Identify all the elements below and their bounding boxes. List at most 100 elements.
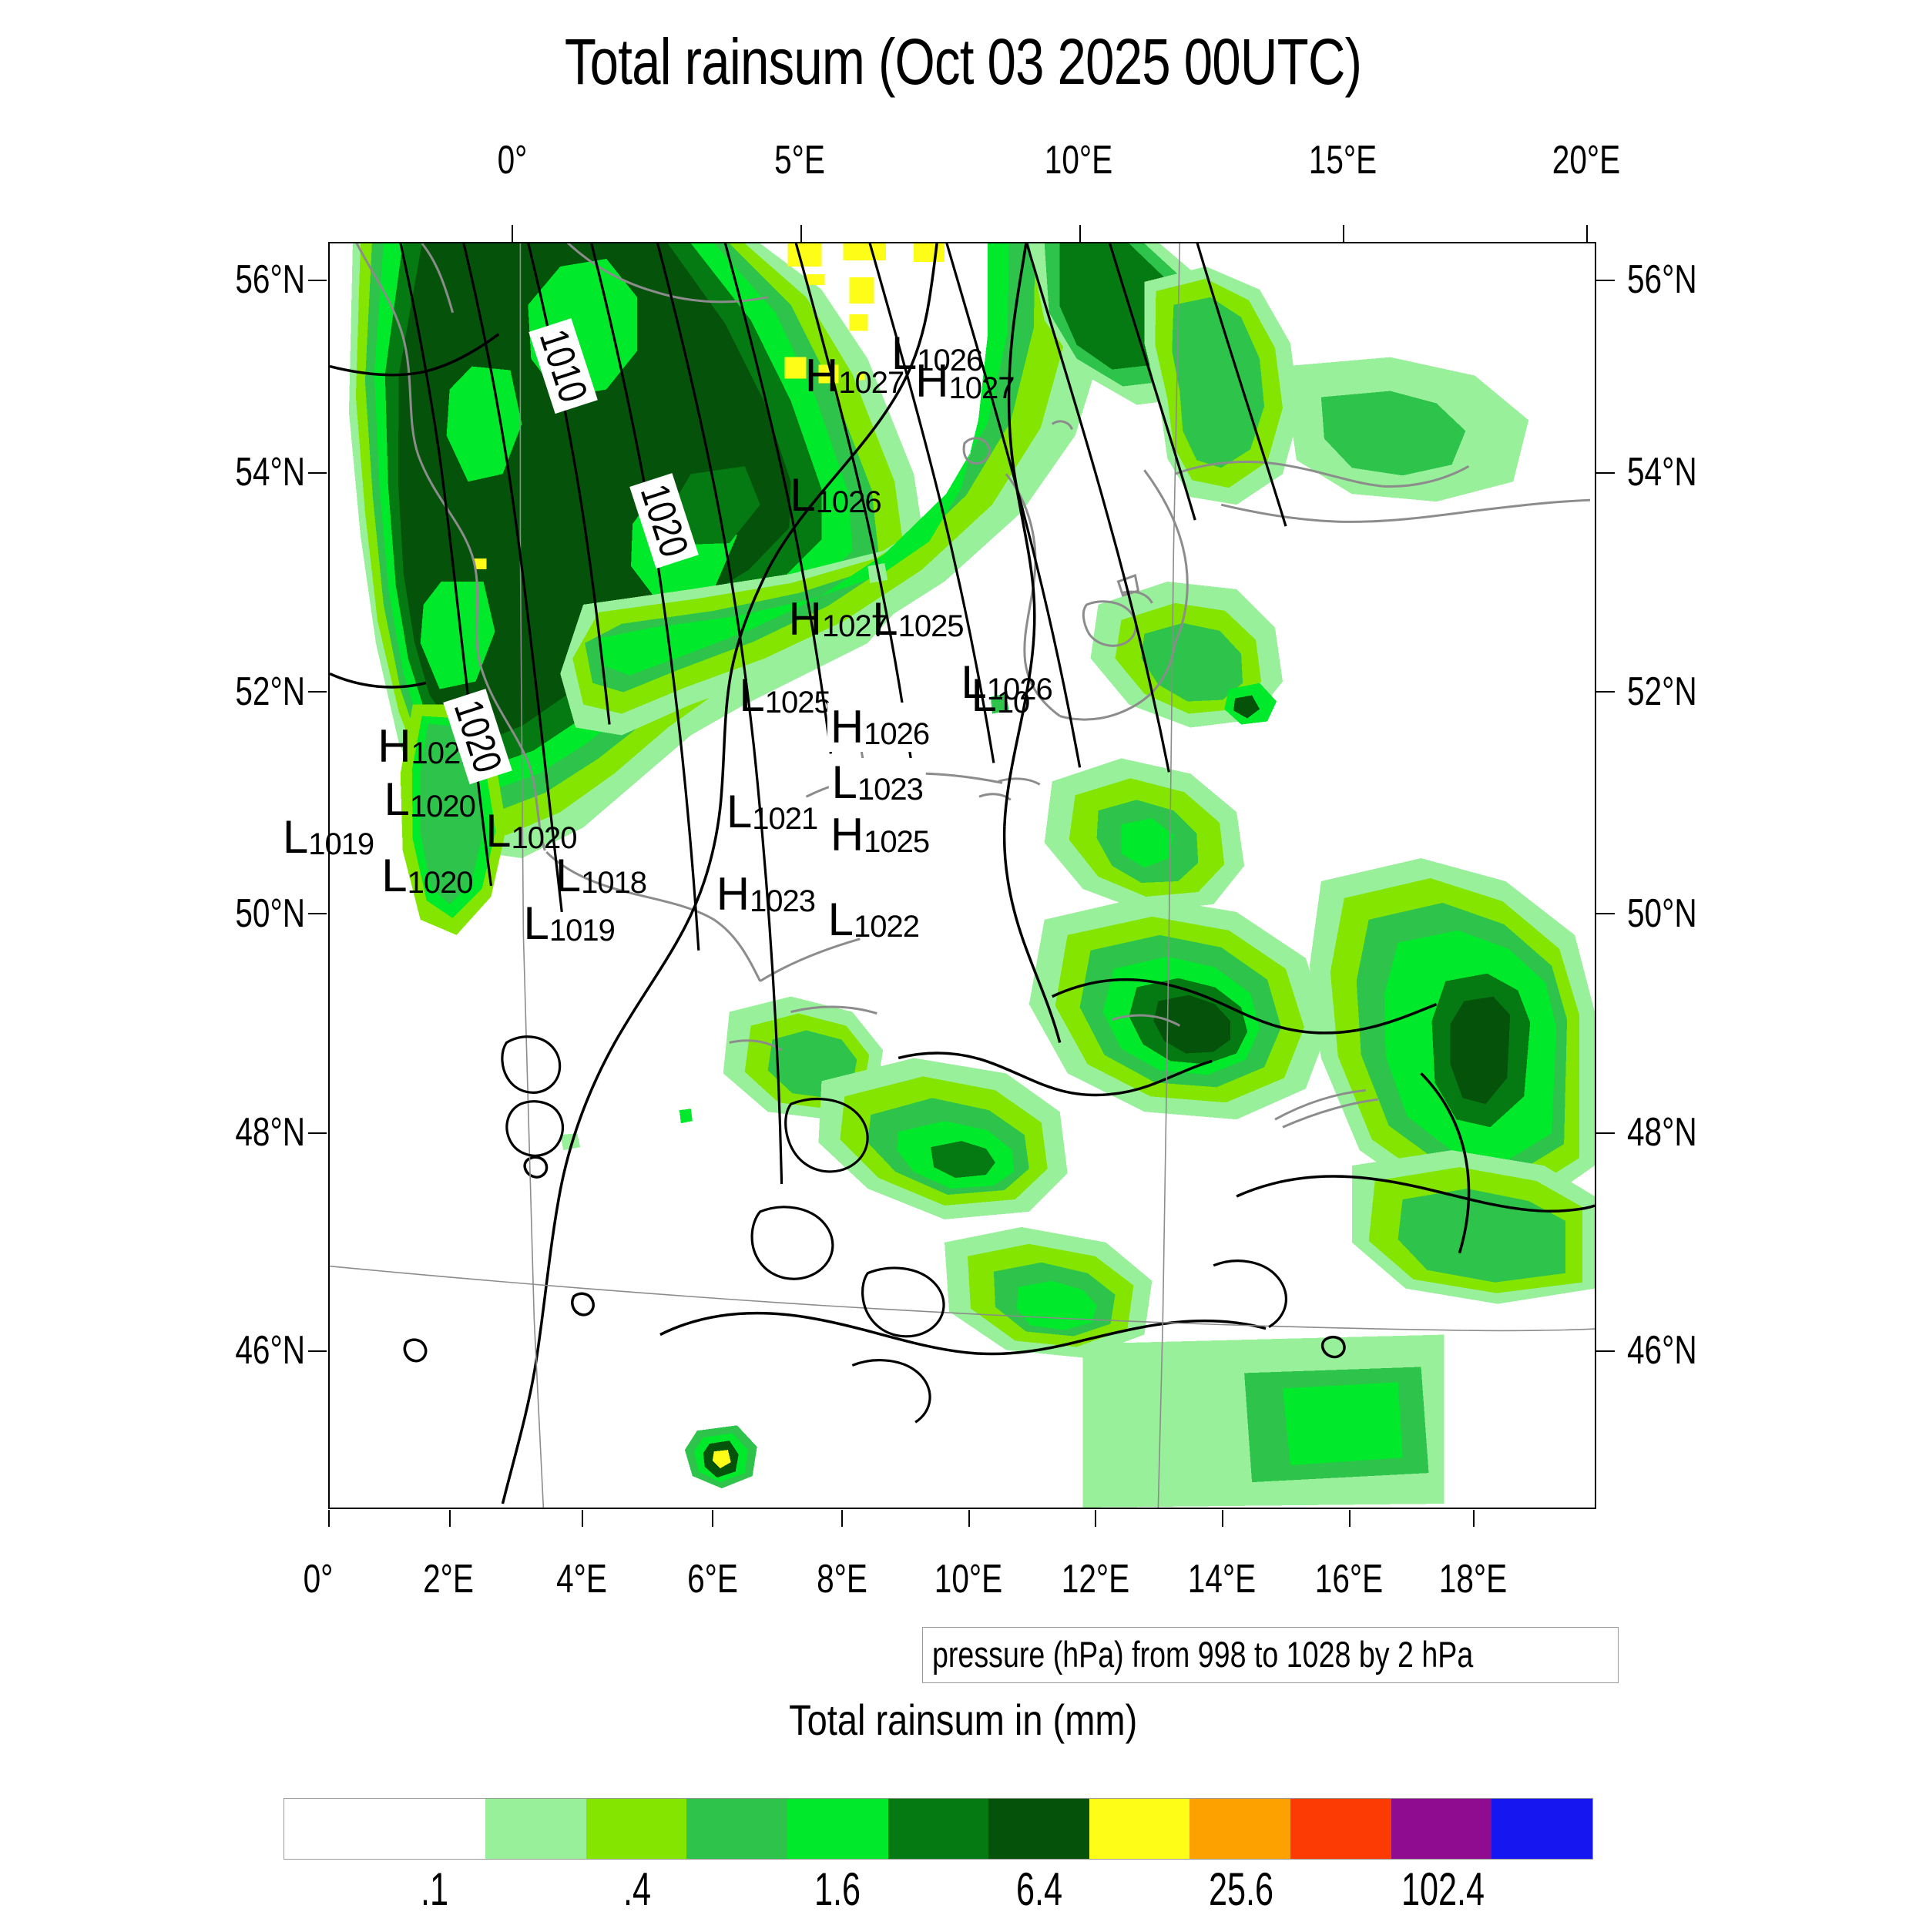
pressure-marker-type: L	[790, 469, 816, 521]
colorbar-label-3: 6.4	[1015, 1863, 1062, 1915]
pressure-marker-value: 1023	[750, 884, 816, 919]
colorbar-segment-1	[384, 1799, 486, 1859]
pressure-marker-value: 1022	[853, 910, 920, 944]
pressure-marker-l: L1026	[790, 472, 881, 518]
pressure-marker-l: L1018	[555, 849, 647, 901]
country-borders	[330, 243, 1595, 1504]
pressure-marker-l: L1026	[891, 327, 983, 379]
axis-tick-label: 20°E	[1552, 138, 1621, 183]
colorbar-segment-7	[988, 1799, 1089, 1859]
pressure-marker-l: L1020	[384, 776, 475, 823]
pressure-marker-value: 1019	[549, 914, 616, 948]
axis-tick-label: 10°E	[1045, 138, 1113, 183]
pressure-marker-value: 10	[996, 685, 1030, 719]
weather-map[interactable]	[328, 242, 1596, 1509]
pressure-marker-l: L1023	[828, 756, 926, 809]
pressure-marker-type: H	[915, 354, 949, 407]
colorbar-segment-6	[888, 1799, 989, 1859]
pressure-marker-value: 1027	[821, 609, 888, 644]
axis-tick-label: 56°N	[235, 257, 305, 303]
colorbar-segment-10	[1290, 1799, 1391, 1859]
pressure-marker-type: H	[830, 701, 864, 753]
axis-tick-label: 46°N	[235, 1328, 305, 1374]
pressure-marker-h: H1027	[789, 596, 888, 642]
pressure-marker-l: L1021	[726, 786, 818, 838]
pressure-marker-type: L	[726, 786, 753, 838]
isobars	[399, 243, 1288, 1424]
pressure-marker-value: 1026	[815, 485, 882, 519]
pressure-contour-legend: pressure (hPa) from 998 to 1028 by 2 hPa	[922, 1627, 1619, 1683]
axis-tick-label: 18°E	[1439, 1557, 1508, 1602]
pressure-marker-value: 1023	[857, 773, 924, 807]
pressure-marker-type: L	[831, 756, 857, 809]
colorbar[interactable]	[284, 1798, 1593, 1860]
colorbar-segment-11	[1391, 1799, 1492, 1859]
axis-tick-label: 8°E	[816, 1557, 867, 1602]
pressure-marker-l: L1020	[485, 804, 578, 857]
axis-tick-label: 0°	[497, 138, 528, 183]
axis-tick-label: 0°	[303, 1557, 334, 1602]
pressure-marker-value: 1026	[864, 717, 930, 752]
pressure-marker-h: H1027	[805, 353, 904, 399]
colorbar-tick-labels: .1 .4 1.6 6.4 25.6 102.4	[284, 1863, 1593, 1932]
pressure-marker-type: L	[891, 327, 918, 379]
pressure-marker-l: L1019	[283, 814, 374, 860]
axis-tick-label: 4°E	[556, 1557, 608, 1602]
axis-tick-label: 48°N	[1627, 1110, 1697, 1156]
pressure-marker-type: L	[523, 897, 549, 949]
axis-tick-label: 54°N	[1627, 450, 1697, 495]
pressure-marker-type: L	[739, 669, 765, 721]
pressure-marker-type: L	[485, 804, 512, 857]
pressure-marker-l: L1019	[524, 901, 616, 948]
colorbar-label-4: 25.6	[1208, 1863, 1273, 1915]
map-canvas	[330, 243, 1595, 1508]
pressure-marker-type: H	[804, 350, 839, 402]
pressure-marker-type: H	[788, 593, 822, 646]
pressure-marker-value: 1026	[917, 343, 983, 377]
axis-tick-label: 2°E	[423, 1557, 475, 1602]
pressure-legend-text: pressure (hPa) from 998 to 1028 by 2 hPa	[932, 1634, 1474, 1675]
axis-tick-label: 52°N	[235, 669, 305, 714]
pressure-marker-value: 1018	[581, 865, 647, 900]
pressure-marker-type: L	[872, 593, 898, 646]
colorbar-segment-3	[586, 1799, 687, 1859]
pressure-marker-l: L1022	[827, 894, 920, 946]
pressure-marker-value: 1025	[898, 609, 965, 644]
colorbar-segment-9	[1189, 1799, 1291, 1859]
axis-tick-label: 50°N	[1627, 891, 1697, 936]
pressure-marker-h: H1027	[915, 354, 1015, 407]
pressure-marker-value: 1026	[986, 673, 1053, 707]
pressure-marker-h: H1023	[716, 871, 816, 919]
axis-tick-label: 14°E	[1188, 1557, 1257, 1602]
axis-tick-label: 6°E	[686, 1557, 738, 1602]
colorbar-title: Total rainsum in (mm)	[788, 1696, 1138, 1744]
pressure-marker-type: L	[555, 849, 582, 901]
pressure-marker-value: 1020	[409, 789, 476, 823]
axis-tick-label: 50°N	[235, 891, 305, 936]
pressure-marker-h: H1026	[827, 701, 933, 753]
pressure-marker-l: L1020	[381, 849, 473, 901]
pressure-marker-type: L	[381, 849, 408, 901]
pressure-marker-type: L	[827, 894, 854, 946]
axis-tick-label: 10°E	[934, 1557, 1003, 1602]
axis-tick-label: 52°N	[1627, 669, 1697, 714]
axis-tick-label: 16°E	[1314, 1557, 1384, 1602]
pressure-marker-type: H	[377, 719, 411, 772]
pressure-marker-h: H1025	[827, 810, 933, 860]
axis-tick-label: 56°N	[1627, 257, 1697, 303]
pressure-marker-value: 1021	[752, 802, 818, 837]
pressure-marker-value: 1019	[308, 827, 374, 862]
axis-tick-label: 46°N	[1627, 1328, 1697, 1374]
axis-tick-label: 5°E	[774, 138, 826, 183]
pressure-marker-value: 1020	[511, 820, 578, 855]
axis-tick-label: 15°E	[1308, 138, 1377, 183]
pressure-marker-type: L	[384, 773, 410, 825]
axis-tick-label: 12°E	[1061, 1557, 1130, 1602]
pressure-marker-type: L	[282, 811, 309, 864]
axis-tick-label: 54°N	[235, 450, 305, 495]
colorbar-segment-8	[1089, 1799, 1190, 1859]
pressure-marker-type: L	[961, 656, 987, 709]
graticule	[330, 243, 1595, 1508]
colorbar-segment-5	[787, 1799, 888, 1859]
colorbar-segment-0	[284, 1799, 385, 1859]
